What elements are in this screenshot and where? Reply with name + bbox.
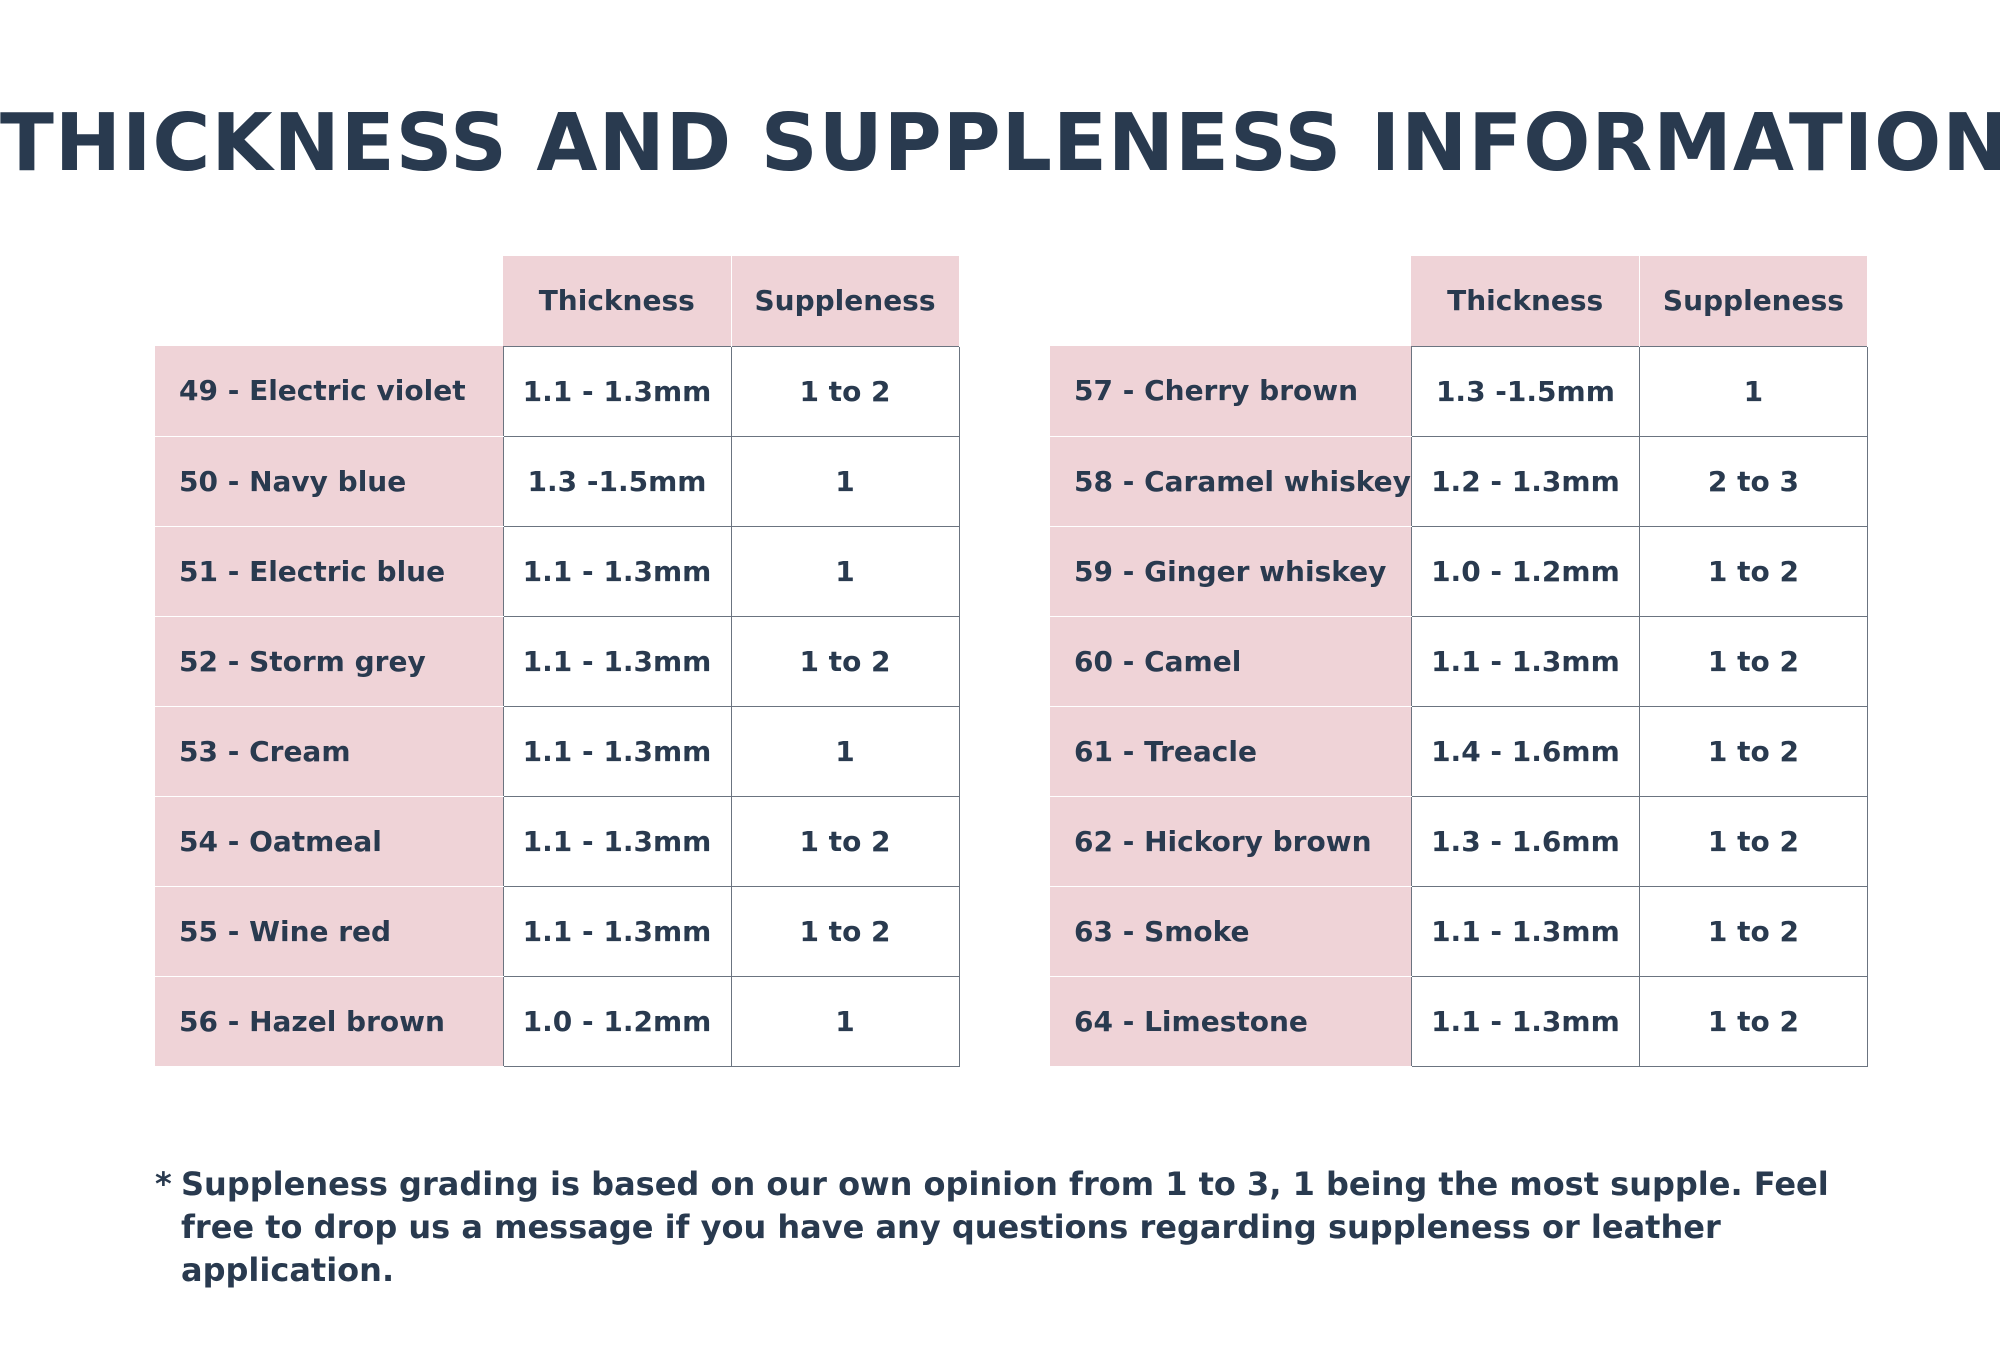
leather-name: 51 - Electric blue [155,526,503,617]
suppleness-column-header: Suppleness [731,256,960,346]
footnote-marker: * [155,1165,172,1203]
suppleness-column-header: Suppleness [1639,256,1868,346]
leather-name: 59 - Ginger whiskey [1050,526,1412,617]
header-blank-cell [155,256,503,346]
thickness-value: 1.4 - 1.6mm [1410,705,1640,797]
footnote-text: Suppleness grading is based on our own o… [181,1165,1829,1289]
thickness-value: 1.1 - 1.3mm [502,345,732,437]
table-row: 56 - Hazel brown 1.0 - 1.2mm 1 [155,975,960,1067]
leather-name: 60 - Camel [1050,616,1412,707]
suppleness-value: 1 [730,525,960,617]
thickness-value: 1.1 - 1.3mm [502,615,732,707]
thickness-value: 1.2 - 1.3mm [1410,435,1640,527]
table-row: 50 - Navy blue 1.3 -1.5mm 1 [155,435,960,527]
table-row: 57 - Cherry brown 1.3 -1.5mm 1 [1050,345,1868,437]
leather-name: 50 - Navy blue [155,436,503,527]
leather-name: 55 - Wine red [155,886,503,977]
leather-name: 56 - Hazel brown [155,976,503,1067]
thickness-column-header: Thickness [503,256,732,346]
table-row: 60 - Camel 1.1 - 1.3mm 1 to 2 [1050,615,1868,707]
table-row: 64 - Limestone 1.1 - 1.3mm 1 to 2 [1050,975,1868,1067]
table-row: 62 - Hickory brown 1.3 - 1.6mm 1 to 2 [1050,795,1868,887]
table-row: 51 - Electric blue 1.1 - 1.3mm 1 [155,525,960,617]
suppleness-value: 1 to 2 [1638,975,1868,1067]
suppleness-value: 1 to 2 [730,885,960,977]
suppleness-value: 1 [730,435,960,527]
leather-name: 61 - Treacle [1050,706,1412,797]
suppleness-value: 1 to 2 [730,345,960,437]
table-row: 54 - Oatmeal 1.1 - 1.3mm 1 to 2 [155,795,960,887]
thickness-value: 1.1 - 1.3mm [1410,885,1640,977]
suppleness-value: 1 to 2 [1638,525,1868,617]
leather-name: 52 - Storm grey [155,616,503,707]
thickness-value: 1.0 - 1.2mm [502,975,732,1067]
thickness-table-left: Thickness Suppleness 49 - Electric viole… [155,256,960,1067]
thickness-value: 1.1 - 1.3mm [502,525,732,617]
suppleness-value: 1 to 2 [1638,795,1868,887]
leather-name: 63 - Smoke [1050,886,1412,977]
thickness-value: 1.1 - 1.3mm [1410,615,1640,707]
thickness-value: 1.3 -1.5mm [1410,345,1640,437]
leather-name: 57 - Cherry brown [1050,346,1412,437]
leather-name: 54 - Oatmeal [155,796,503,887]
table-row: 55 - Wine red 1.1 - 1.3mm 1 to 2 [155,885,960,977]
page-title: THICKNESS AND SUPPLENESS INFORMATION [0,97,2000,189]
suppleness-value: 1 to 2 [730,615,960,707]
table-row: 53 - Cream 1.1 - 1.3mm 1 [155,705,960,797]
suppleness-value: 1 to 2 [1638,615,1868,707]
leather-name: 62 - Hickory brown [1050,796,1412,887]
thickness-value: 1.0 - 1.2mm [1410,525,1640,617]
thickness-value: 1.3 -1.5mm [502,435,732,527]
leather-name: 53 - Cream [155,706,503,797]
header-blank-cell [1050,256,1412,346]
suppleness-footnote: * Suppleness grading is based on our own… [155,1163,1875,1292]
table-row: 61 - Treacle 1.4 - 1.6mm 1 to 2 [1050,705,1868,797]
suppleness-value: 1 to 2 [1638,885,1868,977]
thickness-value: 1.1 - 1.3mm [1410,975,1640,1067]
suppleness-value: 1 [730,975,960,1067]
table-row: 63 - Smoke 1.1 - 1.3mm 1 to 2 [1050,885,1868,977]
suppleness-value: 1 [1638,345,1868,437]
table-header-row: Thickness Suppleness [155,256,960,346]
thickness-column-header: Thickness [1411,256,1640,346]
suppleness-value: 1 to 2 [1638,705,1868,797]
thickness-value: 1.1 - 1.3mm [502,885,732,977]
table-row: 52 - Storm grey 1.1 - 1.3mm 1 to 2 [155,615,960,707]
table-row: 49 - Electric violet 1.1 - 1.3mm 1 to 2 [155,345,960,437]
leather-name: 64 - Limestone [1050,976,1412,1067]
table-header-row: Thickness Suppleness [1050,256,1868,346]
thickness-table-right: Thickness Suppleness 57 - Cherry brown 1… [1050,256,1868,1067]
suppleness-value: 2 to 3 [1638,435,1868,527]
leather-name: 49 - Electric violet [155,346,503,437]
table-row: 58 - Caramel whiskey 1.2 - 1.3mm 2 to 3 [1050,435,1868,527]
suppleness-value: 1 [730,705,960,797]
leather-name: 58 - Caramel whiskey [1050,436,1412,527]
table-row: 59 - Ginger whiskey 1.0 - 1.2mm 1 to 2 [1050,525,1868,617]
suppleness-value: 1 to 2 [730,795,960,887]
thickness-value: 1.3 - 1.6mm [1410,795,1640,887]
thickness-value: 1.1 - 1.3mm [502,795,732,887]
thickness-value: 1.1 - 1.3mm [502,705,732,797]
